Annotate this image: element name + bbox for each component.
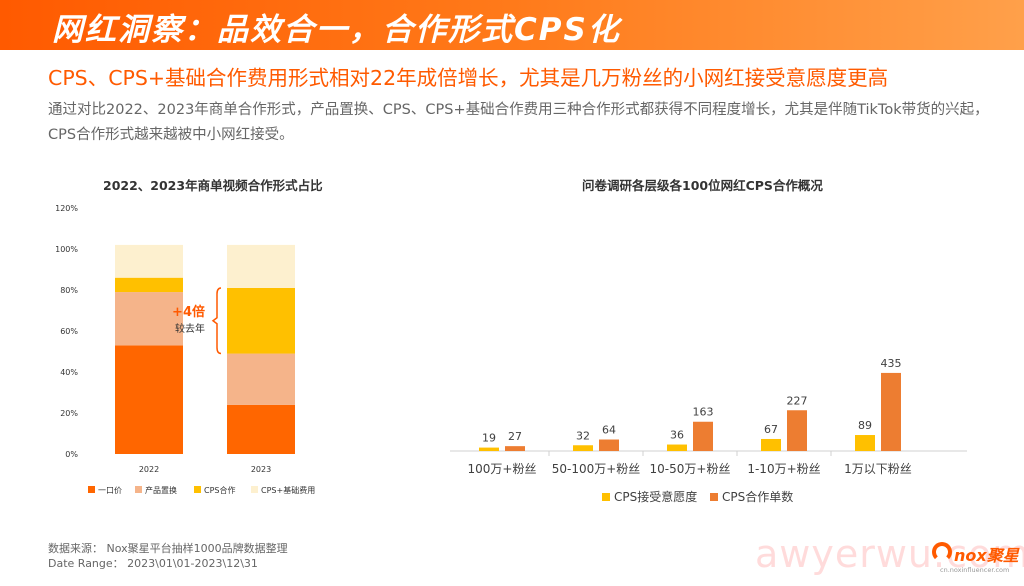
y-tick-label: 0%	[65, 450, 78, 459]
data-label: 163	[693, 406, 714, 419]
annotation-bracket	[211, 287, 222, 355]
bar-segment	[227, 287, 295, 354]
bar	[505, 446, 525, 451]
data-label: 227	[787, 394, 808, 407]
x-tick-label: 2023	[251, 465, 271, 474]
x-tick-label: 2022	[139, 465, 159, 474]
data-label: 32	[576, 429, 590, 442]
y-tick-label: 100%	[55, 245, 78, 254]
page-title: 网红洞察：品效合一，合作形式CPS化	[52, 12, 621, 48]
y-tick-label: 80%	[60, 286, 78, 295]
x-tick-label: 1万以下粉丝	[844, 462, 912, 476]
y-tick-label: 120%	[55, 204, 78, 213]
logo-text: nox聚星	[954, 546, 1019, 565]
bar	[599, 439, 619, 451]
bar-segment	[115, 292, 183, 346]
legend-label: 一口价	[98, 486, 122, 495]
bar	[761, 438, 781, 451]
source-line-2: Date Range： 2023\01\01-2023\12\31	[48, 557, 258, 570]
bar-segment	[115, 244, 183, 278]
right-chart-title: 问卷调研各层级各100位网红CPS合作概况	[582, 178, 823, 193]
annotation-main: +4倍	[172, 304, 205, 320]
bar-segment	[227, 353, 295, 405]
x-tick-label: 50-100万+粉丝	[552, 462, 641, 476]
x-tick-label: 1-10万+粉丝	[747, 462, 820, 476]
description: 通过对比2022、2023年商单合作形式，产品置换、CPS、CPS+基础合作费用…	[48, 102, 989, 143]
y-tick-label: 40%	[60, 368, 78, 377]
data-label: 64	[602, 424, 616, 437]
headline: CPS、CPS+基础合作费用形式相对22年成倍增长，尤其是几万粉丝的小网红接受意…	[48, 66, 889, 90]
bar	[667, 444, 687, 451]
bar	[479, 447, 499, 451]
source-line-1: 数据来源： Nox聚星平台抽样1000品牌数据整理	[48, 542, 288, 555]
bar	[693, 421, 713, 451]
grouped-bar-chart: 19 27 100万+粉丝 32 64 50-100万+粉丝 36 163 10-50万+粉丝 6…	[450, 357, 967, 504]
bar-segment	[227, 244, 295, 288]
nox-logo: nox聚星 cn.noxinfluencer.com	[932, 540, 1019, 580]
x-tick-label: 10-50万+粉丝	[650, 462, 731, 476]
bar	[855, 435, 875, 451]
x-tick-label: 100万+粉丝	[468, 462, 537, 476]
legend-swatch	[251, 486, 258, 493]
data-label: 27	[508, 430, 522, 443]
y-tick-label: 60%	[60, 327, 78, 336]
data-label: 89	[858, 419, 872, 432]
legend-swatch	[135, 486, 142, 493]
legend-label: CPS+基础费用	[261, 485, 315, 495]
watermark: awyerwu.com	[755, 532, 1024, 576]
bar	[881, 372, 901, 451]
bar	[573, 445, 593, 451]
legend-label: CPS合作单数	[722, 489, 793, 504]
legend-label: 产品置换	[145, 485, 177, 495]
left-chart-title: 2022、2023年商单视频合作形式占比	[103, 178, 323, 193]
bar	[787, 410, 807, 451]
title-banner: 网红洞察：品效合一，合作形式CPS化	[0, 0, 1024, 50]
data-label: 19	[482, 432, 496, 445]
legend-swatch	[710, 493, 718, 501]
legend-swatch	[194, 486, 201, 493]
legend-label: CPS接受意愿度	[614, 489, 697, 504]
bar-segment	[115, 277, 183, 293]
data-label: 67	[764, 423, 778, 436]
logo-url: cn.noxinfluencer.com	[940, 566, 1010, 574]
annotation-sub: 较去年	[175, 322, 205, 335]
data-label: 435	[881, 357, 902, 370]
y-tick-label: 20%	[60, 409, 78, 418]
data-label: 36	[670, 429, 684, 442]
bar-segment	[115, 345, 183, 454]
legend-label: CPS合作	[204, 485, 236, 495]
bar-segment	[227, 404, 295, 454]
legend-swatch	[602, 493, 610, 501]
logo-ring-icon	[932, 542, 952, 562]
data-source: 数据来源： Nox聚星平台抽样1000品牌数据整理 Date Range： 20…	[48, 541, 288, 571]
legend-swatch	[88, 486, 95, 493]
